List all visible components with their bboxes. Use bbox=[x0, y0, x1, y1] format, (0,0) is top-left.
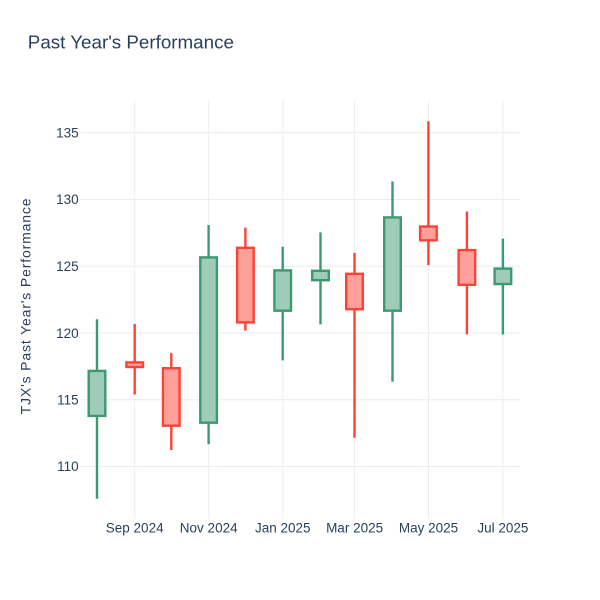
svg-text:May 2025: May 2025 bbox=[399, 521, 458, 536]
svg-text:Past Year's Performance: Past Year's Performance bbox=[28, 32, 234, 53]
svg-text:Jul 2025: Jul 2025 bbox=[477, 521, 528, 536]
svg-text:Nov 2024: Nov 2024 bbox=[180, 521, 238, 536]
svg-text:Mar 2025: Mar 2025 bbox=[326, 521, 383, 536]
svg-text:125: 125 bbox=[56, 259, 79, 274]
svg-text:135: 135 bbox=[56, 126, 79, 141]
svg-text:115: 115 bbox=[57, 393, 79, 408]
svg-text:Sep 2024: Sep 2024 bbox=[106, 521, 164, 536]
svg-text:TJX's Past Year's Performance: TJX's Past Year's Performance bbox=[18, 198, 34, 415]
svg-text:110: 110 bbox=[57, 459, 79, 474]
svg-text:130: 130 bbox=[56, 192, 79, 207]
svg-text:Jan 2025: Jan 2025 bbox=[255, 521, 311, 536]
svg-text:120: 120 bbox=[56, 326, 79, 341]
